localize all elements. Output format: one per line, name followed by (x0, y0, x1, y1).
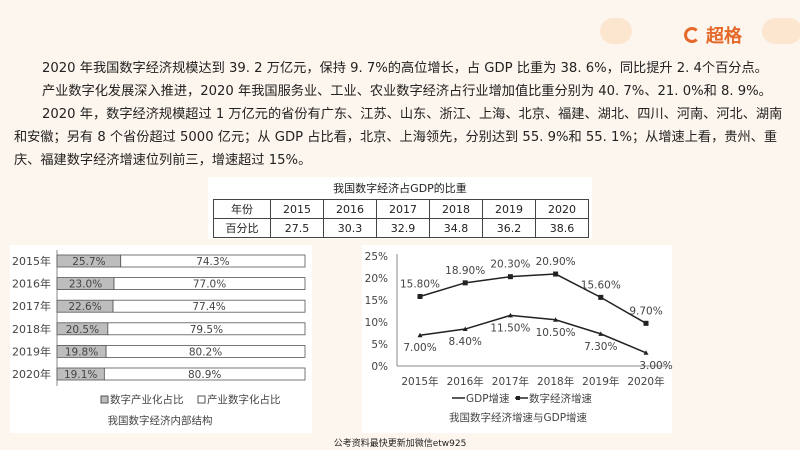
table-cell: 百分比 (213, 218, 271, 238)
bar-segment (107, 322, 306, 336)
y-tick-label: 10% (365, 317, 388, 329)
data-point (462, 280, 468, 286)
table-cell: 27.5 (270, 218, 324, 238)
y-tick-label: 5% (371, 339, 388, 351)
table-cell: 36.2 (482, 218, 536, 238)
x-tick-label: 2015年 (401, 375, 438, 388)
data-label: 10.50% (536, 327, 576, 339)
legend-swatch (197, 395, 206, 404)
table-cell: 38.6 (535, 218, 589, 238)
paragraph: 产业数字化发展深入推进，2020 年我国服务业、工业、农业数字经济占行业增加值比… (42, 84, 772, 99)
data-label: 9.70% (629, 305, 662, 317)
data-label: 20.90% (536, 256, 576, 268)
table-cell: 34.8 (429, 218, 483, 238)
y-tick-label: 0% (371, 361, 388, 373)
category-label: 2020年 (12, 367, 51, 381)
data-label: 79.5% (190, 324, 223, 336)
data-point (553, 271, 559, 277)
table-title: 我国数字经济占GDP的比重 (333, 182, 467, 195)
legend-label: 数字产业化占比 (110, 393, 184, 406)
paragraph: 2020 年，数字经济规模超过 1 万亿元的省份有广东、江苏、山东、浙江、上海、… (14, 107, 783, 168)
data-label: 15.60% (581, 279, 621, 291)
data-label: 22.6% (68, 301, 101, 313)
data-point (643, 320, 649, 326)
chart-title: 我国数字经济增速与GDP增速 (449, 411, 588, 424)
data-point (598, 331, 604, 336)
legend-swatch (100, 395, 109, 404)
bar-segment (103, 367, 306, 381)
data-label: 11.50% (490, 322, 530, 334)
category-label: 2018年 (12, 322, 51, 336)
y-tick-label: 25% (365, 251, 388, 263)
table-cell: 32.9 (376, 218, 430, 238)
data-label: 19.1% (64, 369, 97, 381)
legend-label: GDP增速 (466, 392, 510, 405)
x-tick-label: 2019年 (582, 375, 619, 388)
bar-segment (112, 299, 306, 313)
structure-chart-panel (10, 245, 312, 433)
footer-note: 公考资料最快更新加微信etw925 (333, 439, 467, 449)
data-point (598, 294, 604, 300)
data-point (507, 274, 513, 280)
data-label: 20.30% (490, 259, 530, 271)
legend-label: 产业数字化占比 (207, 393, 281, 406)
chart-title: 我国数字经济内部结构 (108, 414, 213, 427)
data-point (553, 317, 559, 322)
data-label: 8.40% (449, 336, 482, 348)
data-label: 3.00% (639, 360, 672, 372)
x-tick-label: 2020年 (627, 375, 664, 388)
bar-segment (120, 254, 306, 268)
data-label: 19.8% (65, 346, 98, 358)
category-label: 2016年 (12, 277, 51, 291)
x-tick-label: 2018年 (537, 375, 574, 388)
y-tick-label: 20% (365, 273, 388, 285)
data-point (507, 312, 513, 318)
bar-segment (105, 344, 306, 358)
data-point (417, 293, 423, 299)
data-label: 80.2% (189, 346, 222, 358)
table-cell: 2016 (323, 199, 377, 219)
data-label: 77.0% (193, 279, 226, 291)
logo: 超格 (684, 22, 742, 48)
data-point (462, 326, 468, 332)
logo-text: 超格 (706, 26, 742, 47)
structure-chart: 2015年 25.7% 74.3% 2016年 23.0% 77.0% 2017年 22.6%… (12, 250, 306, 427)
data-point (417, 332, 423, 338)
data-label: 7.00% (403, 342, 436, 354)
data-label: 18.90% (445, 265, 485, 277)
table-row: 百分比 27.5 30.3 32.9 34.8 36.2 38.6 (213, 218, 589, 238)
legend-marker (516, 396, 520, 400)
category-label: 2017年 (12, 299, 51, 313)
bar-segment (113, 277, 306, 291)
category-label: 2015年 (12, 254, 51, 268)
series-line (419, 273, 647, 324)
paragraph: 2020 年我国数字经济规模达到 39. 2 万亿元，保持 9. 7%的高位增长… (42, 61, 768, 76)
data-label: 23.0% (69, 279, 102, 291)
data-label: 25.7% (72, 256, 105, 268)
legend-label: 数字经济增速 (529, 392, 592, 405)
x-tick-label: 2017年 (492, 375, 529, 388)
data-label: 80.9% (188, 369, 221, 381)
data-label: 7.30% (584, 341, 617, 353)
category-label: 2019年 (12, 344, 51, 358)
data-label: 20.5% (66, 324, 99, 336)
table-cell: 年份 (213, 199, 271, 219)
x-tick-label: 2016年 (447, 375, 484, 388)
logo-icon (684, 27, 700, 43)
decor-pill-left (600, 18, 632, 44)
data-label: 74.3% (196, 256, 229, 268)
data-label: 15.80% (400, 278, 440, 290)
y-tick-label: 15% (365, 295, 388, 307)
gdp-share-table: 年份 2015 2016 2017 2018 2019 2020 百分比 27.5 30.3 32… (213, 199, 589, 238)
series-line (419, 314, 647, 354)
decor-pill-right (762, 18, 800, 44)
data-point (643, 350, 649, 355)
data-label: 77.4% (192, 301, 225, 313)
